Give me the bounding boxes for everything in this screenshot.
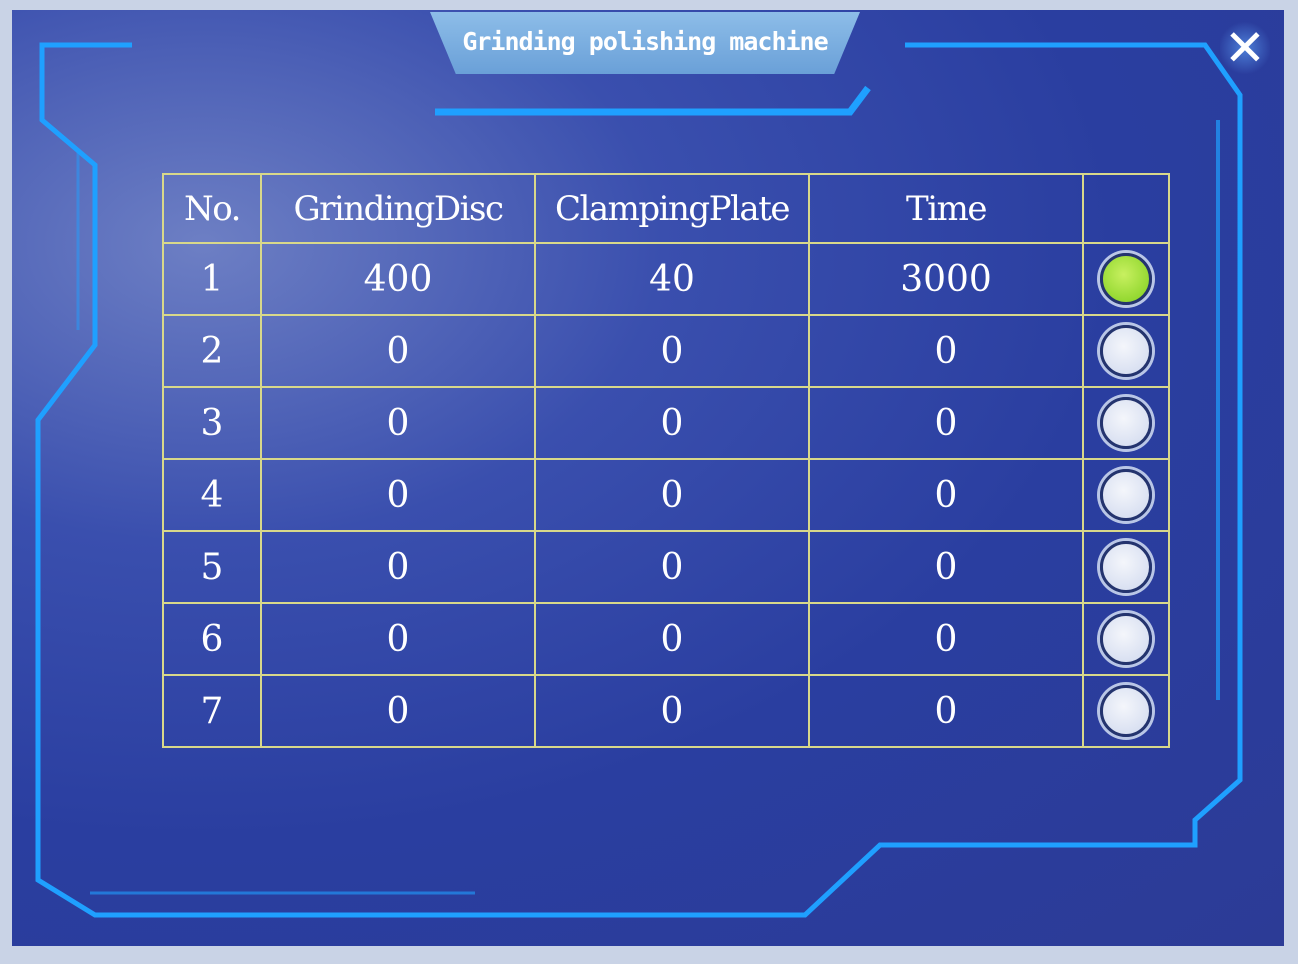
- select-radio[interactable]: [1100, 325, 1152, 377]
- select-cell: [1082, 386, 1170, 460]
- table-header: No. GrindingDisc ClampingPlate Time: [162, 173, 1170, 244]
- header-clamping-plate: ClampingPlate: [534, 173, 810, 244]
- recipe-table: No. GrindingDisc ClampingPlate Time 1 400…: [162, 173, 1170, 748]
- time-cell[interactable]: 3000: [808, 242, 1084, 316]
- time-cell[interactable]: 0: [808, 530, 1084, 604]
- row-number[interactable]: 3: [162, 386, 262, 460]
- grinding-disc-cell[interactable]: 400: [260, 242, 536, 316]
- grinding-disc-cell[interactable]: 0: [260, 458, 536, 532]
- select-cell: [1082, 242, 1170, 316]
- clamping-plate-cell[interactable]: 0: [534, 674, 810, 748]
- select-cell: [1082, 314, 1170, 388]
- header-no: No.: [162, 173, 262, 244]
- grinding-disc-cell[interactable]: 0: [260, 602, 536, 676]
- clamping-plate-cell[interactable]: 0: [534, 386, 810, 460]
- row-number[interactable]: 7: [162, 674, 262, 748]
- title-tab: Grinding polishing machine: [430, 12, 860, 74]
- time-cell[interactable]: 0: [808, 458, 1084, 532]
- time-cell[interactable]: 0: [808, 602, 1084, 676]
- header-select: [1082, 173, 1170, 244]
- row-number[interactable]: 4: [162, 458, 262, 532]
- table-row: 1 400 40 3000: [162, 242, 1170, 316]
- select-radio[interactable]: [1100, 613, 1152, 665]
- time-cell[interactable]: 0: [808, 314, 1084, 388]
- select-radio[interactable]: [1100, 685, 1152, 737]
- clamping-plate-cell[interactable]: 0: [534, 602, 810, 676]
- row-number[interactable]: 6: [162, 602, 262, 676]
- select-cell: [1082, 530, 1170, 604]
- select-radio[interactable]: [1100, 397, 1152, 449]
- window-title: Grinding polishing machine: [462, 26, 828, 56]
- row-number[interactable]: 5: [162, 530, 262, 604]
- select-cell: [1082, 602, 1170, 676]
- grinding-disc-cell[interactable]: 0: [260, 314, 536, 388]
- select-cell: [1082, 674, 1170, 748]
- time-cell[interactable]: 0: [808, 386, 1084, 460]
- clamping-plate-cell[interactable]: 0: [534, 314, 810, 388]
- row-number[interactable]: 1: [162, 242, 262, 316]
- grinding-disc-cell[interactable]: 0: [260, 386, 536, 460]
- clamping-plate-cell[interactable]: 0: [534, 530, 810, 604]
- select-radio[interactable]: [1100, 469, 1152, 521]
- time-cell[interactable]: 0: [808, 674, 1084, 748]
- header-grinding-disc: GrindingDisc: [260, 173, 536, 244]
- close-icon: ✕: [1224, 19, 1266, 77]
- row-number[interactable]: 2: [162, 314, 262, 388]
- select-cell: [1082, 458, 1170, 532]
- header-time: Time: [808, 173, 1084, 244]
- grinding-disc-cell[interactable]: 0: [260, 674, 536, 748]
- clamping-plate-cell[interactable]: 40: [534, 242, 810, 316]
- close-button[interactable]: ✕: [1220, 19, 1270, 77]
- clamping-plate-cell[interactable]: 0: [534, 458, 810, 532]
- select-radio[interactable]: [1100, 253, 1152, 305]
- select-radio[interactable]: [1100, 541, 1152, 593]
- grinding-disc-cell[interactable]: 0: [260, 530, 536, 604]
